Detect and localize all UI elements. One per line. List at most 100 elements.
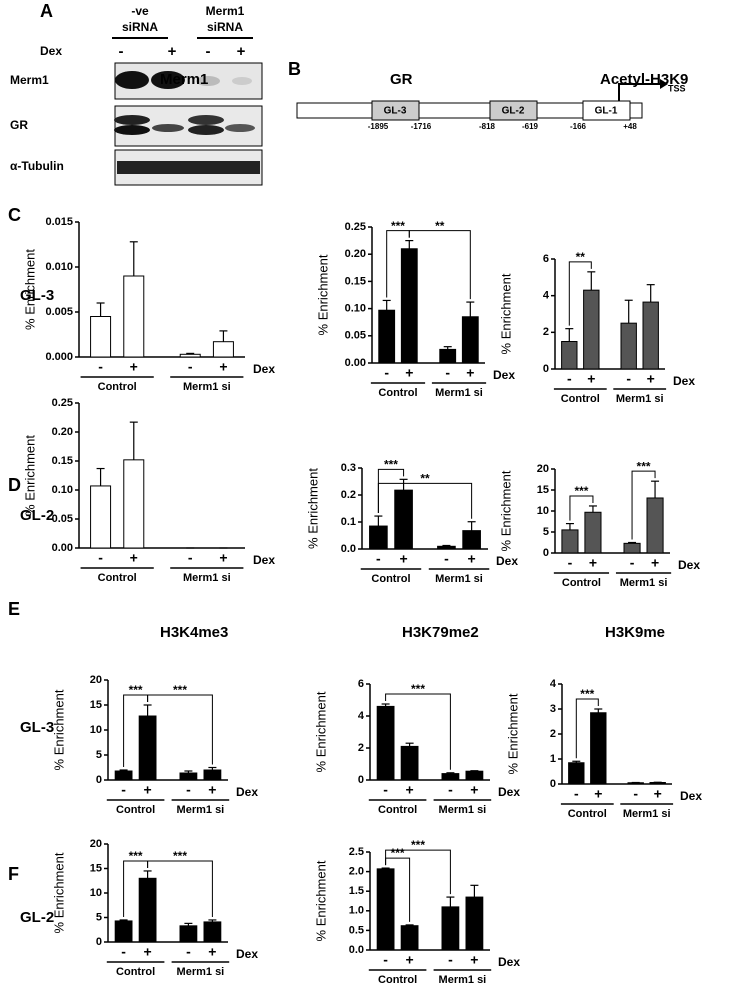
bar <box>437 545 456 550</box>
x-tick-label: - <box>567 371 572 387</box>
y-tick-label: 0.5 <box>349 924 364 936</box>
blot-row-label: GR <box>10 118 28 132</box>
error-bar <box>442 544 451 547</box>
error-bar <box>186 352 195 355</box>
band <box>115 71 149 89</box>
region-box <box>582 100 631 121</box>
y-tick-label: 2.5 <box>349 846 364 858</box>
error-bar <box>467 521 476 531</box>
significance-bracket <box>385 693 451 770</box>
x-tick-label: + <box>208 944 216 960</box>
band <box>151 71 185 89</box>
region-end: +48 <box>623 122 637 131</box>
y-tick-label: 0.2 <box>341 489 356 501</box>
significance-label: *** <box>391 846 405 860</box>
x-tick-label: - <box>121 944 126 960</box>
bar <box>376 705 395 781</box>
y-tick-label: 5 <box>96 749 102 761</box>
x-axis-label: Dex <box>236 947 258 961</box>
blot-lane-label: + <box>168 43 177 60</box>
bar <box>90 485 112 549</box>
x-tick-label: + <box>144 782 152 798</box>
group-label: Control <box>98 572 137 584</box>
bar <box>400 248 418 364</box>
bar <box>179 925 198 943</box>
x-tick-label: + <box>399 551 407 567</box>
band <box>196 76 220 86</box>
y-tick-label: 1.0 <box>349 905 364 917</box>
y-axis-label: % Enrichment <box>51 852 66 933</box>
x-axis-label: Dex <box>678 558 700 572</box>
y-tick-label: 1.5 <box>349 885 364 897</box>
bar <box>590 712 607 785</box>
error-bar <box>628 541 637 544</box>
significance-bracket <box>568 261 592 326</box>
group-label: Control <box>378 804 417 816</box>
y-tick-label: 0.15 <box>345 275 366 287</box>
y-axis-label: % Enrichment <box>505 693 520 774</box>
y-axis-label: % Enrichment <box>498 470 513 551</box>
bar <box>114 920 133 943</box>
group-label: Merm1 si <box>439 974 487 986</box>
y-tick-label: 15 <box>537 484 549 496</box>
significance-label: ** <box>420 472 430 486</box>
y-axis-label: % Enrichment <box>51 689 66 770</box>
group-label: Merm1 si <box>616 393 664 405</box>
bar <box>623 542 641 554</box>
significance-label: *** <box>411 682 425 696</box>
x-axis-label: Dex <box>673 374 695 388</box>
tss-label: TSS <box>668 83 686 93</box>
x-tick-label: + <box>219 550 227 566</box>
region-label: GL-2 <box>502 106 525 117</box>
x-tick-label: - <box>568 555 573 571</box>
significance-label: *** <box>384 458 398 472</box>
band <box>114 115 150 125</box>
significance-label: *** <box>391 219 405 233</box>
y-axis-label: % Enrichment <box>498 273 513 354</box>
promoter-diagram <box>296 79 668 121</box>
bar <box>114 770 133 781</box>
x-axis-label: Dex <box>496 554 518 568</box>
error-bar <box>119 919 128 921</box>
x-tick-label: + <box>647 371 655 387</box>
x-tick-label: - <box>188 550 193 566</box>
y-tick-label: 6 <box>543 253 549 265</box>
y-tick-label: 5 <box>96 911 102 923</box>
y-axis-label: % Enrichment <box>313 860 328 941</box>
bar <box>583 289 600 370</box>
y-tick-label: 3 <box>550 703 556 715</box>
band <box>188 115 224 125</box>
y-axis-label: % Enrichment <box>315 254 330 335</box>
error-bar <box>405 924 414 926</box>
y-tick-label: 0.0 <box>349 944 364 956</box>
y-tick-label: 1 <box>550 753 556 765</box>
bar <box>642 301 659 370</box>
x-tick-label: - <box>383 952 388 968</box>
significance-bracket <box>377 482 473 519</box>
y-axis-label: % Enrichment <box>22 249 37 330</box>
y-tick-label: 0 <box>543 547 549 559</box>
x-tick-label: - <box>98 550 103 566</box>
error-bar <box>646 284 655 303</box>
bar <box>441 773 460 781</box>
significance-bracket <box>575 698 599 759</box>
bar <box>394 489 413 550</box>
bar <box>620 322 637 370</box>
x-tick-label: + <box>466 365 474 381</box>
error-bar <box>446 896 455 907</box>
row-label: GL-2 <box>20 909 54 926</box>
y-tick-label: 0.3 <box>341 462 356 474</box>
y-tick-label: 0 <box>96 936 102 948</box>
bar <box>203 921 222 943</box>
region-end: -1716 <box>411 122 432 131</box>
panel-label: C <box>8 205 21 225</box>
y-tick-label: 10 <box>90 887 102 899</box>
error-bar <box>466 301 475 317</box>
x-tick-label: - <box>626 371 631 387</box>
y-tick-label: 5 <box>543 526 549 538</box>
group-label: Control <box>116 804 155 816</box>
region-start: -818 <box>479 122 496 131</box>
x-tick-label: - <box>445 365 450 381</box>
significance-label: ** <box>576 250 586 264</box>
error-bar <box>572 760 581 763</box>
